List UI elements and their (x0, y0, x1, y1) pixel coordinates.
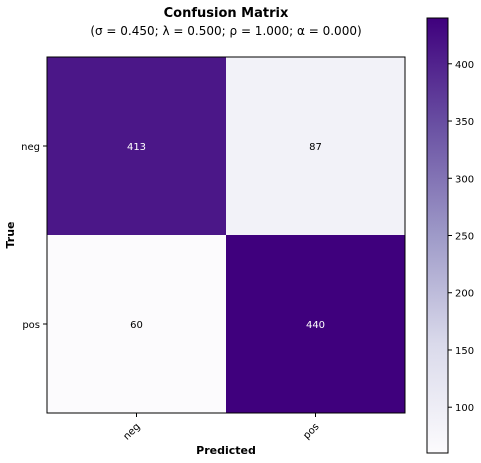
cell-value-label: 87 (309, 142, 322, 153)
x-axis-ticks: neg pos (122, 413, 322, 442)
y-axis-label: True (4, 221, 17, 248)
colorbar-tick-label: 200 (455, 289, 474, 300)
y-tick-label: pos (22, 320, 40, 331)
y-axis-ticks: neg pos (21, 142, 47, 331)
matrix-cells: 413 87 60 440 (47, 57, 405, 413)
y-tick-label: neg (21, 142, 40, 153)
colorbar-tick-label: 350 (455, 117, 474, 128)
colorbar-tick-label: 400 (455, 60, 474, 71)
cell-value-label: 413 (127, 142, 146, 153)
matrix-cell (226, 57, 405, 235)
colorbar (426, 17, 449, 454)
colorbar-tick-label: 150 (455, 346, 474, 357)
cell-value-label: 440 (306, 320, 325, 331)
matrix-cell (47, 57, 226, 235)
colorbar-tick-label: 100 (455, 403, 474, 414)
chart-subtitle: (σ = 0.450; λ = 0.500; ρ = 1.000; α = 0.… (90, 24, 361, 38)
matrix-cell (47, 235, 226, 413)
colorbar-tick-label: 300 (455, 174, 474, 185)
x-tick-label: pos (301, 421, 321, 441)
plot-frame (46, 56, 406, 414)
x-tick-label: neg (122, 421, 143, 442)
matrix-cell (226, 235, 405, 413)
cell-value-label: 60 (130, 320, 143, 331)
colorbar-tick-label: 250 (455, 232, 474, 243)
x-axis-label: Predicted (196, 444, 256, 457)
chart-title: Confusion Matrix (164, 6, 289, 21)
colorbar-ticks: 100 150 200 250 300 350 400 (448, 60, 474, 414)
